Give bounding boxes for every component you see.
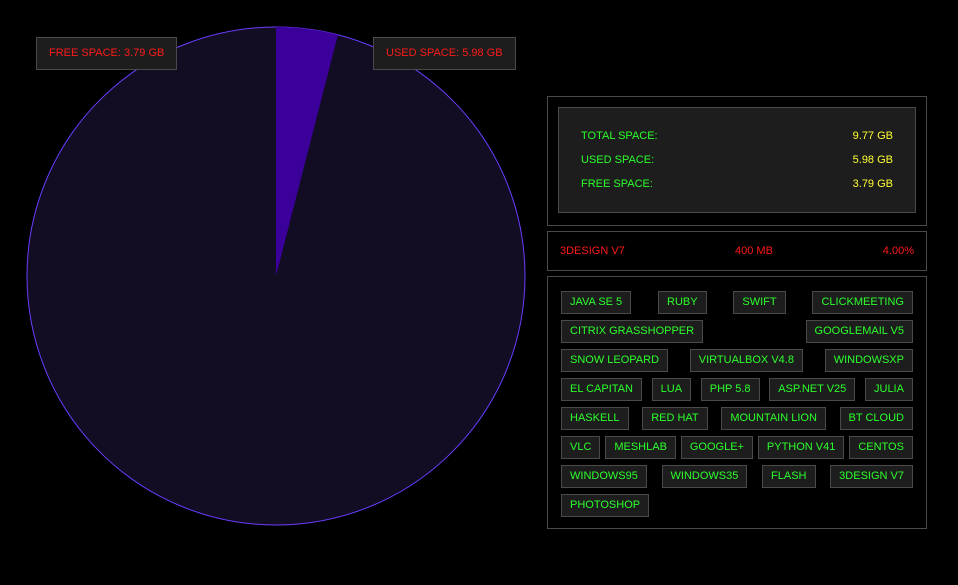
app-button[interactable]: WINDOWS95 <box>561 465 647 488</box>
selected-app-percent: 4.00% <box>882 245 914 257</box>
app-row: JAVA SE 5 RUBY SWIFT CLICKMEETING <box>561 291 913 314</box>
free-space-summary-label: FREE SPACE: <box>581 178 653 190</box>
app-button[interactable]: WINDOWSXP <box>824 349 913 372</box>
app-button[interactable]: VIRTUALBOX V4.8 <box>689 349 803 372</box>
selected-app-panel: 3DESIGN V7 400 MB 4.00% <box>547 231 927 271</box>
app-button[interactable]: RED HAT <box>642 407 708 430</box>
total-space-value: 9.77 GB <box>852 130 893 142</box>
app-row: EL CAPITAN LUA PHP 5.8 ASP.NET V25 JULIA <box>561 378 913 401</box>
app-button[interactable]: HASKELL <box>561 407 629 430</box>
app-button[interactable]: MESHLAB <box>605 436 676 459</box>
app-row: CITRIX GRASSHOPPER GOOGLEMAIL V5 <box>561 320 913 343</box>
app-button[interactable]: JULIA <box>865 378 913 401</box>
app-row: SNOW LEOPARD VIRTUALBOX V4.8 WINDOWSXP <box>561 349 913 372</box>
free-space-value: 3.79 GB <box>852 178 893 190</box>
app-button[interactable]: PHOTOSHOP <box>561 494 650 517</box>
used-space-row: USED SPACE: 5.98 GB <box>581 154 893 168</box>
free-space-row: FREE SPACE: 3.79 GB <box>581 178 893 192</box>
app-button[interactable]: GOOGLE+ <box>680 436 753 459</box>
app-button[interactable]: GOOGLEMAIL V5 <box>805 320 913 343</box>
app-button[interactable]: VLC <box>561 436 601 459</box>
app-button[interactable]: PHP 5.8 <box>700 378 760 401</box>
total-space-row: TOTAL SPACE: 9.77 GB <box>581 130 893 144</box>
total-space-label: TOTAL SPACE: <box>581 130 658 142</box>
app-button[interactable]: CENTOS <box>849 436 913 459</box>
app-button[interactable]: SWIFT <box>733 291 786 314</box>
used-space-summary-label: USED SPACE: <box>581 154 655 166</box>
app-row: HASKELL RED HAT MOUNTAIN LION BT CLOUD <box>561 407 913 430</box>
app-button[interactable]: WINDOWS35 <box>661 465 748 488</box>
app-button[interactable]: EL CAPITAN <box>561 378 642 401</box>
app-row: VLC MESHLAB GOOGLE+ PYTHON V41 CENTOS <box>561 436 913 459</box>
app-row: WINDOWS95 WINDOWS35 FLASH 3DESIGN V7 <box>561 465 913 488</box>
app-button[interactable]: 3DESIGN V7 <box>830 465 913 488</box>
app-button[interactable]: PYTHON V41 <box>757 436 845 459</box>
app-row: PHOTOSHOP <box>561 494 913 517</box>
app-button[interactable]: CLICKMEETING <box>812 291 913 314</box>
selected-app-name: 3DESIGN V7 <box>560 245 625 257</box>
apps-list: JAVA SE 5 RUBY SWIFT CLICKMEETING CITRIX GRA… <box>561 291 913 523</box>
app-button[interactable]: JAVA SE 5 <box>561 291 632 314</box>
app-button[interactable]: SNOW LEOPARD <box>561 349 669 372</box>
free-space-label: FREE SPACE: 3.79 GB <box>36 37 177 70</box>
app-button[interactable]: LUA <box>651 378 692 401</box>
app-button[interactable]: RUBY <box>658 291 707 314</box>
selected-app-size: 400 MB <box>735 245 773 257</box>
space-summary-box: TOTAL SPACE: 9.77 GB USED SPACE: 5.98 GB… <box>558 107 916 213</box>
app-button[interactable]: ASP.NET V25 <box>769 378 856 401</box>
pie-selected-app-slice[interactable] <box>276 27 338 276</box>
space-summary-panel: TOTAL SPACE: 9.77 GB USED SPACE: 5.98 GB… <box>547 96 927 226</box>
app-button[interactable]: CITRIX GRASSHOPPER <box>561 320 704 343</box>
app-button[interactable]: BT CLOUD <box>839 407 913 430</box>
used-space-label: USED SPACE: 5.98 GB <box>373 37 516 70</box>
app-button[interactable]: FLASH <box>762 465 816 488</box>
disk-usage-pie-chart <box>26 26 526 526</box>
apps-panel: JAVA SE 5 RUBY SWIFT CLICKMEETING CITRIX GRA… <box>547 276 927 529</box>
used-space-value: 5.98 GB <box>852 154 893 166</box>
app-button[interactable]: MOUNTAIN LION <box>721 407 826 430</box>
